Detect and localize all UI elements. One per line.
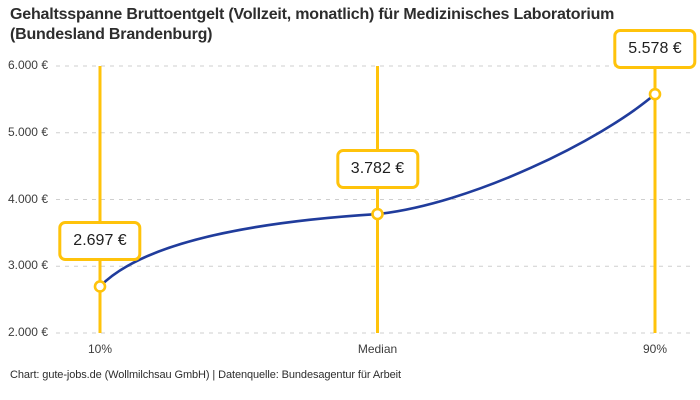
x-axis-label: 90%: [642, 342, 668, 356]
chart-title-line1: Gehaltsspanne Bruttoentgelt (Vollzeit, m…: [10, 6, 615, 23]
value-callout: 2.697 €: [58, 221, 142, 262]
data-point-marker: [648, 87, 662, 101]
chart-title-line2: (Bundesland Brandenburg): [10, 26, 213, 43]
data-point-marker: [93, 280, 107, 293]
y-tick-label: 2.000 €: [7, 325, 48, 339]
chart-source-caption: Chart: gute-jobs.de (Wollmilchsau GmbH) …: [10, 369, 401, 381]
y-tick-label: 6.000 €: [7, 58, 48, 72]
y-tick-label: 4.000 €: [7, 191, 48, 206]
chart-title: Gehaltsspanne Bruttoentgelt (Vollzeit, m…: [10, 5, 680, 45]
x-axis-label: Median: [357, 342, 398, 356]
y-tick-label: 5.000 €: [7, 124, 48, 139]
x-axis-label: 10%: [87, 342, 113, 356]
value-callout: 3.782 €: [335, 149, 420, 190]
value-callout: 5.578 €: [613, 29, 697, 70]
data-point-marker: [371, 207, 384, 221]
y-tick-label: 3.000 €: [7, 258, 48, 273]
